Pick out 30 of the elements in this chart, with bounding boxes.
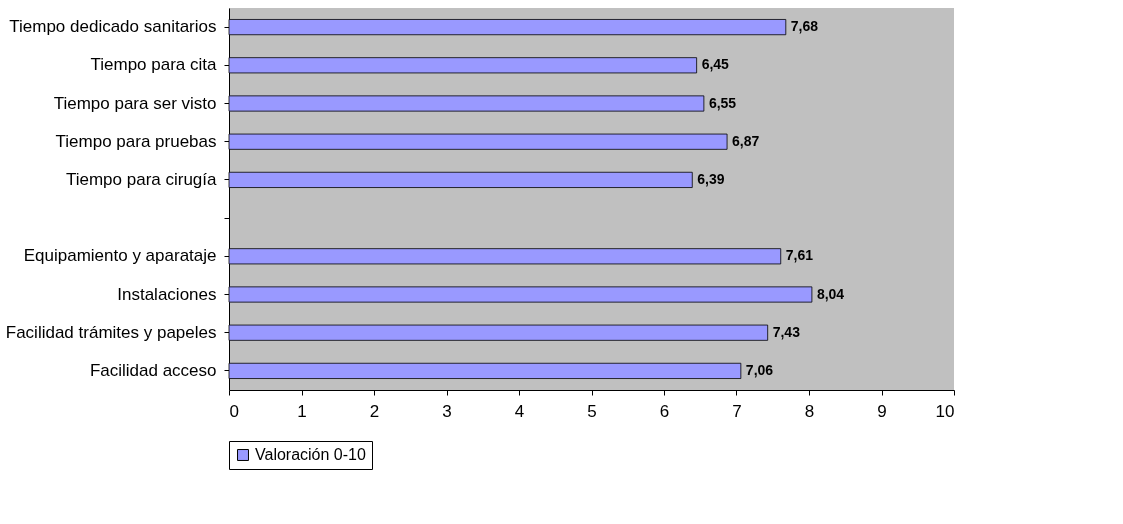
data-label: 6,87 xyxy=(732,132,760,149)
y-tick-label: Tiempo dedicado sanitarios xyxy=(9,17,217,37)
data-label: 7,61 xyxy=(785,247,814,264)
x-tick-label: 3 xyxy=(442,401,452,421)
x-tick-label: 4 xyxy=(514,401,525,421)
data-label: 8,04 xyxy=(816,285,845,302)
x-tick-label: 7 xyxy=(732,401,742,421)
data-label: 7,06 xyxy=(745,361,774,378)
data-label: 7,43 xyxy=(772,323,801,340)
x-tick-label: 5 xyxy=(587,401,597,421)
y-tick-label: Tiempo para cita xyxy=(90,55,218,75)
data-label: 6,55 xyxy=(708,94,737,111)
x-tick-label: 6 xyxy=(659,401,670,421)
data-label: 6,39 xyxy=(697,170,725,187)
x-tick-label: 10 xyxy=(935,401,955,421)
x-tick-label: 9 xyxy=(877,401,887,421)
x-tick-label: 0 xyxy=(229,401,239,421)
x-tick-label: 2 xyxy=(369,401,380,421)
y-tick-label: Tiempo para pruebas xyxy=(55,131,217,151)
y-tick-label: Instalaciones xyxy=(117,284,217,304)
x-tick-label: 1 xyxy=(297,401,307,421)
y-tick-label: Tiempo para ser visto xyxy=(53,93,217,113)
y-tick-label: Facilidad trámites y papeles xyxy=(5,322,217,342)
legend-label: Valoración 0-10 xyxy=(255,446,366,463)
y-tick-label: Tiempo para cirugía xyxy=(65,169,218,189)
data-label: 6,45 xyxy=(701,56,730,73)
data-label: 7,68 xyxy=(790,18,819,35)
y-tick-label: Facilidad acceso xyxy=(89,360,217,380)
y-tick-label: Equipamiento y aparataje xyxy=(23,246,217,266)
x-tick-label: 8 xyxy=(804,401,815,421)
